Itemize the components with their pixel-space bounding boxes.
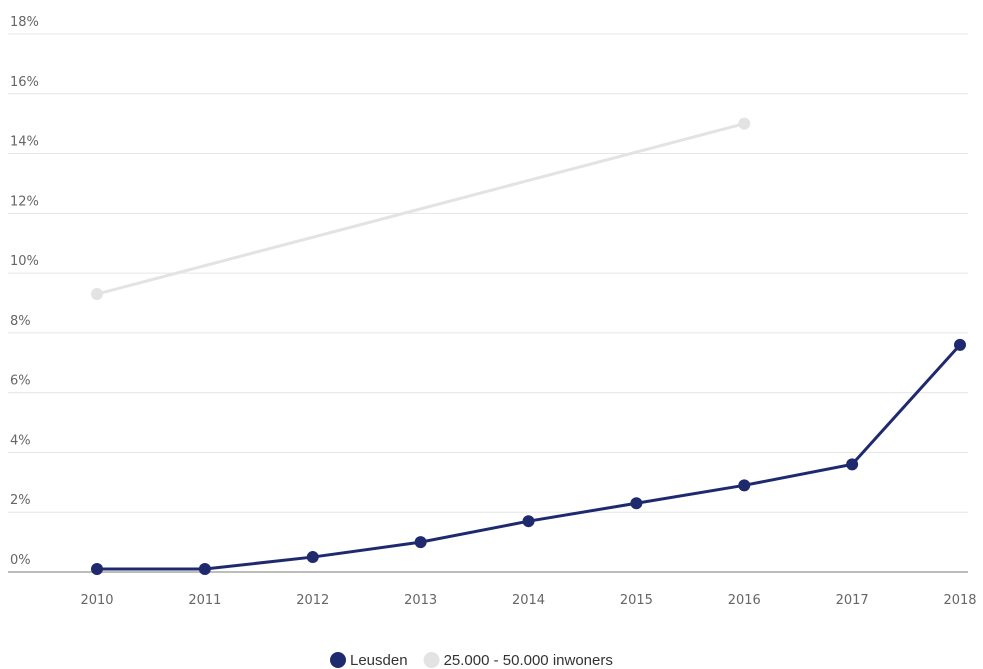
data-point[interactable] bbox=[522, 515, 535, 528]
data-point[interactable] bbox=[414, 536, 427, 549]
y-tick-label: 10% bbox=[10, 254, 39, 269]
x-axis-ticks: 2010 2011 2012 2013 2014 2015 2016 2017 2018 bbox=[80, 593, 976, 608]
data-point[interactable] bbox=[91, 563, 103, 576]
legend-item[interactable]: Leusden bbox=[330, 652, 408, 669]
y-tick-label: 12% bbox=[10, 194, 39, 209]
data-point[interactable] bbox=[198, 563, 211, 576]
x-tick-label: 2014 bbox=[512, 593, 545, 608]
series-line bbox=[96, 122, 745, 296]
x-tick-label: 2011 bbox=[188, 593, 221, 608]
y-tick-label: 6% bbox=[10, 374, 31, 389]
data-point[interactable] bbox=[630, 497, 643, 510]
legend-label: Leusden bbox=[350, 652, 408, 669]
y-tick-label: 0% bbox=[10, 553, 31, 568]
legend-item[interactable]: 25.000 - 50.000 inwoners bbox=[423, 652, 613, 669]
x-tick-label: 2013 bbox=[404, 593, 437, 608]
legend-label: 25.000 - 50.000 inwoners bbox=[444, 652, 613, 669]
series-0 bbox=[91, 338, 966, 576]
x-tick-label: 2010 bbox=[80, 593, 113, 608]
y-tick-label: 2% bbox=[10, 493, 31, 508]
series-line bbox=[97, 343, 962, 571]
y-tick-label: 14% bbox=[10, 135, 39, 150]
data-point[interactable] bbox=[306, 551, 319, 564]
data-point[interactable] bbox=[846, 458, 859, 471]
x-tick-label: 2017 bbox=[836, 593, 869, 608]
legend-marker bbox=[423, 652, 440, 668]
grid bbox=[8, 33, 968, 573]
data-point[interactable] bbox=[738, 479, 751, 492]
series-1 bbox=[91, 117, 751, 301]
data-point[interactable] bbox=[954, 338, 966, 351]
legend[interactable]: Leusden 25.000 - 50.000 inwoners bbox=[330, 652, 613, 669]
y-tick-label: 8% bbox=[10, 314, 31, 329]
legend-marker bbox=[330, 652, 346, 668]
y-tick-label: 4% bbox=[10, 433, 31, 448]
y-tick-label: 18% bbox=[10, 15, 39, 30]
x-tick-label: 2015 bbox=[620, 593, 653, 608]
y-axis-ticks: 0% 2% 4% 6% 8% 10% 12% 14% 16% 18% bbox=[10, 15, 39, 568]
data-point[interactable] bbox=[738, 117, 751, 130]
x-tick-label: 2012 bbox=[296, 593, 329, 608]
y-tick-label: 16% bbox=[10, 75, 39, 90]
x-tick-label: 2016 bbox=[728, 593, 761, 608]
x-tick-label: 2018 bbox=[943, 593, 976, 608]
data-point[interactable] bbox=[91, 288, 103, 301]
series bbox=[91, 117, 966, 576]
